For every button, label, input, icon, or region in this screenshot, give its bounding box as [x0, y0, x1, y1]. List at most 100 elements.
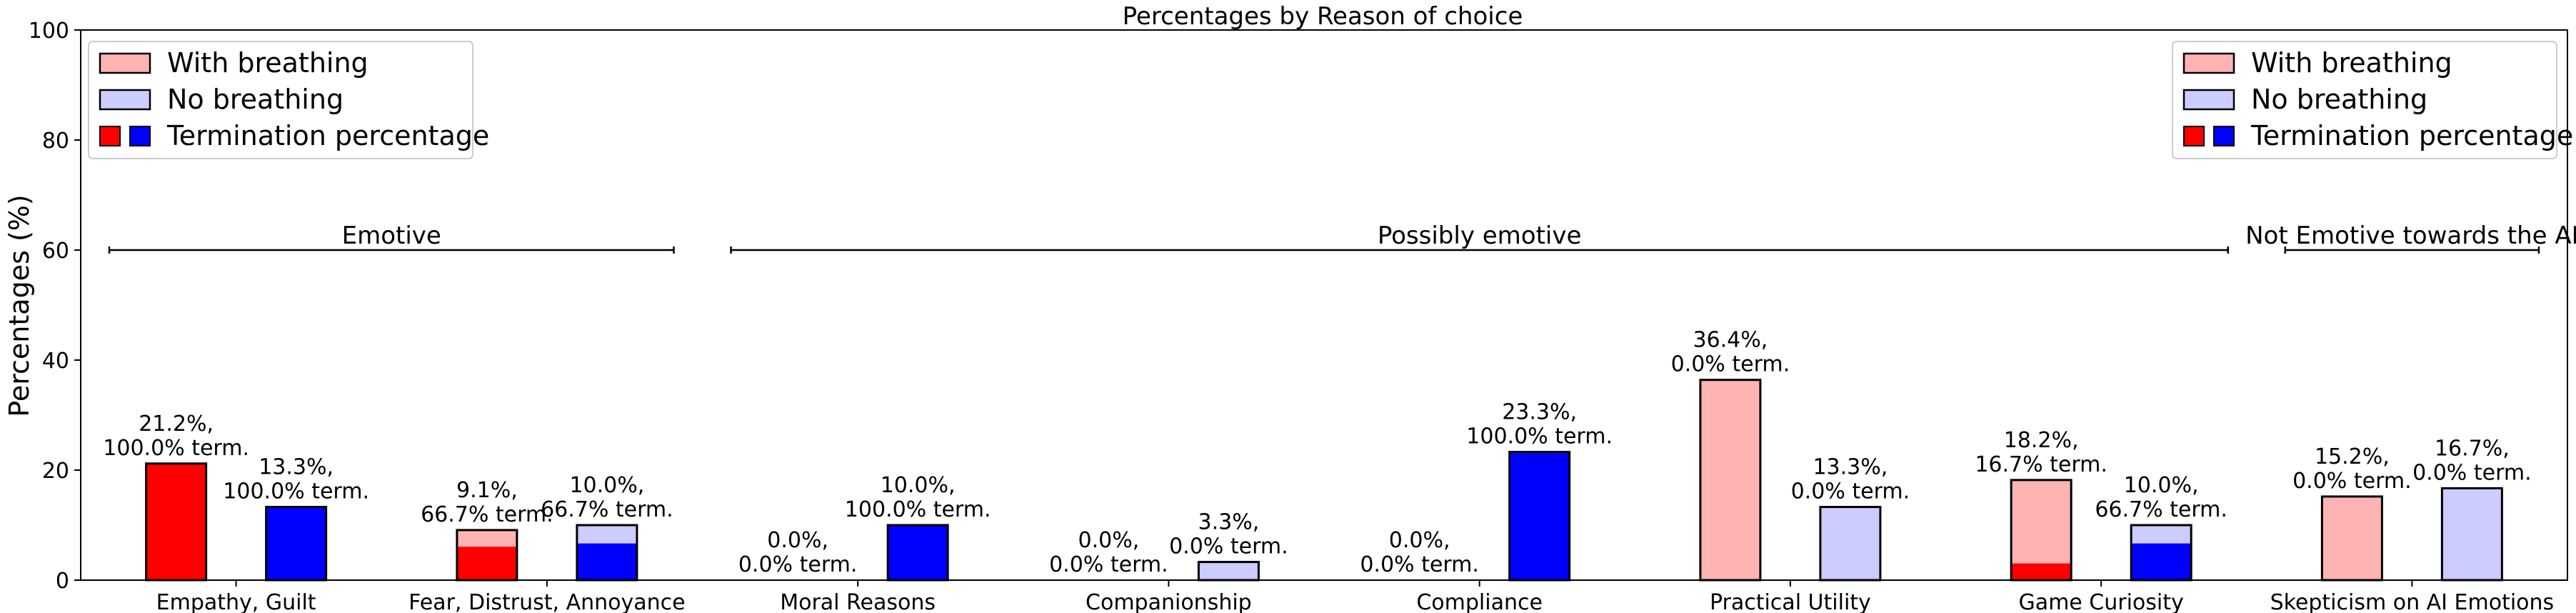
bar-outline: [456, 529, 518, 582]
legend-label: With breathing: [2251, 47, 2452, 79]
bar-termination-label: 0.0% term.: [2292, 469, 2412, 494]
termination-bar: [576, 543, 637, 580]
termination-bar: [888, 525, 948, 580]
bar-outline: [2130, 524, 2192, 582]
bar-value-label: 10.0%,: [569, 473, 644, 498]
bar-group: 13.3%,100.0% term.: [223, 455, 369, 582]
category-group: Emotive: [108, 221, 675, 254]
bar-termination-label: 0.0% term.: [1049, 552, 1168, 577]
bar: [1700, 379, 1760, 580]
bar-group: 13.3%,0.0% term.: [1791, 455, 1910, 582]
x-tick-label: Compliance: [1416, 590, 1543, 613]
bar-value-label: 0.0%,: [1389, 528, 1450, 553]
bar-termination-label: 66.7% term.: [541, 497, 673, 522]
legend-top-left: With breathing No breathing Termination pe…: [88, 41, 489, 159]
category-group: Possibly emotive: [730, 221, 2229, 254]
bar-group: 0.0%,0.0% term.: [1049, 528, 1168, 577]
bar-termination-label: 100.0% term.: [103, 436, 249, 461]
bar-value-label: 0.0%,: [767, 528, 828, 553]
bar-outline: [1699, 379, 1762, 582]
bar-value-label: 21.2%,: [139, 412, 214, 437]
bar-value-label: 23.3%,: [1502, 400, 1577, 425]
bar-value-label: 16.7%,: [2435, 436, 2510, 461]
termination-bar: [1509, 452, 1570, 580]
chart-title: Percentages by Reason of choice: [1123, 2, 1523, 31]
bar-group: 10.0%,66.7% term.: [541, 473, 673, 582]
bar-value-label: 9.1%,: [456, 478, 518, 503]
y-tick-label: 40: [42, 349, 69, 374]
legend-label: No breathing: [2251, 84, 2427, 115]
bar-group: 21.2%,100.0% term.: [103, 412, 249, 582]
bar-value-label: 13.3%,: [1813, 455, 1888, 480]
legend-box: [2172, 41, 2557, 159]
y-axis-label: Percentages (%): [4, 194, 35, 417]
legend-swatch: [129, 126, 151, 146]
bar-group: 10.0%,66.7% term.: [2095, 473, 2227, 582]
bar-outline: [145, 462, 208, 582]
legend-swatch: [99, 52, 151, 74]
bar-group: 3.3%,0.0% term.: [1169, 510, 1288, 582]
bar-group: 9.1%,66.7% term.: [421, 478, 553, 582]
bar-outline: [2010, 479, 2073, 582]
legend-swatch: [99, 126, 121, 146]
y-tick-label: 0: [56, 569, 69, 594]
x-tick-label: Skepticism on AI Emotions: [2270, 590, 2555, 613]
bar-value-label: 18.2%,: [2004, 428, 2079, 453]
bar-value-label: 36.4%,: [1693, 328, 1768, 353]
bar-termination-label: 0.0% term.: [738, 552, 858, 577]
legend-top-right: With breathing No breathing Termination pe…: [2172, 41, 2573, 159]
bar-value-label: 3.3%,: [1198, 510, 1259, 535]
x-tick-label: Fear, Distrust, Annoyance: [409, 590, 686, 613]
bar-value-label: 10.0%,: [2124, 473, 2199, 498]
legend-swatch: [2213, 126, 2235, 146]
y-tick-label: 20: [42, 459, 69, 484]
bar-outline: [1197, 561, 1260, 582]
x-tick-label: Game Curiosity: [2018, 590, 2183, 613]
group-label: Possibly emotive: [1378, 221, 1582, 250]
y-tick-label: 80: [42, 129, 69, 154]
bar-value-label: 10.0%,: [881, 473, 956, 498]
bar-termination-label: 0.0% term.: [1169, 534, 1288, 559]
y-axis-ticks: 0 20 40 60 80 100: [29, 19, 81, 594]
bar-termination-label: 66.7% term.: [421, 502, 553, 527]
bar-value-label: 13.3%,: [259, 455, 334, 480]
legend-label: With breathing: [167, 47, 369, 79]
legend-swatch: [2182, 89, 2235, 111]
x-tick-label: Moral Reasons: [780, 590, 936, 613]
legend-label: No breathing: [167, 84, 344, 115]
bar-outline: [265, 506, 328, 582]
bar-group: 10.0%,100.0% term.: [845, 473, 991, 582]
bar-outline: [2320, 495, 2383, 582]
termination-bar: [266, 507, 326, 580]
legend-label: Termination percentage: [2250, 120, 2573, 151]
bar-group: 16.7%,0.0% term.: [2412, 436, 2532, 582]
legend-box: [88, 41, 473, 159]
y-tick-label: 60: [42, 239, 69, 264]
bar-termination-label: 0.0% term.: [1791, 479, 1910, 504]
bar-termination-label: 0.0% term.: [1671, 352, 1790, 377]
legends: With breathing No breathing Termination pe…: [88, 41, 2573, 159]
x-tick-label: Practical Utility: [1710, 590, 1871, 613]
bar: [2442, 488, 2502, 580]
termination-bar: [2011, 563, 2072, 580]
x-tick-label: Companionship: [1086, 590, 1252, 613]
bar-group: 18.2%,16.7% term.: [1975, 428, 2108, 582]
bar-termination-label: 100.0% term.: [223, 479, 369, 504]
legend-swatch: [2182, 52, 2235, 74]
bar-group: 0.0%,0.0% term.: [738, 528, 858, 577]
plot-frame: [80, 29, 2568, 581]
x-tick-label: Empathy, Guilt: [156, 590, 316, 613]
bar-termination-label: 0.0% term.: [2412, 460, 2532, 485]
bar-termination-label: 100.0% term.: [845, 497, 991, 522]
category-group: Not Emotive towards the AI: [2245, 221, 2576, 254]
legend-swatch: [2183, 126, 2205, 146]
bar-group: 36.4%,0.0% term.: [1671, 328, 1790, 582]
bar: [1820, 507, 1880, 580]
bar-outline: [1508, 451, 1571, 582]
bar: [1198, 562, 1259, 580]
y-tick-label: 100: [29, 19, 69, 44]
bar: [2322, 496, 2382, 580]
bar-value-label: 15.2%,: [2315, 444, 2390, 469]
group-label: Not Emotive towards the AI: [2245, 221, 2576, 250]
